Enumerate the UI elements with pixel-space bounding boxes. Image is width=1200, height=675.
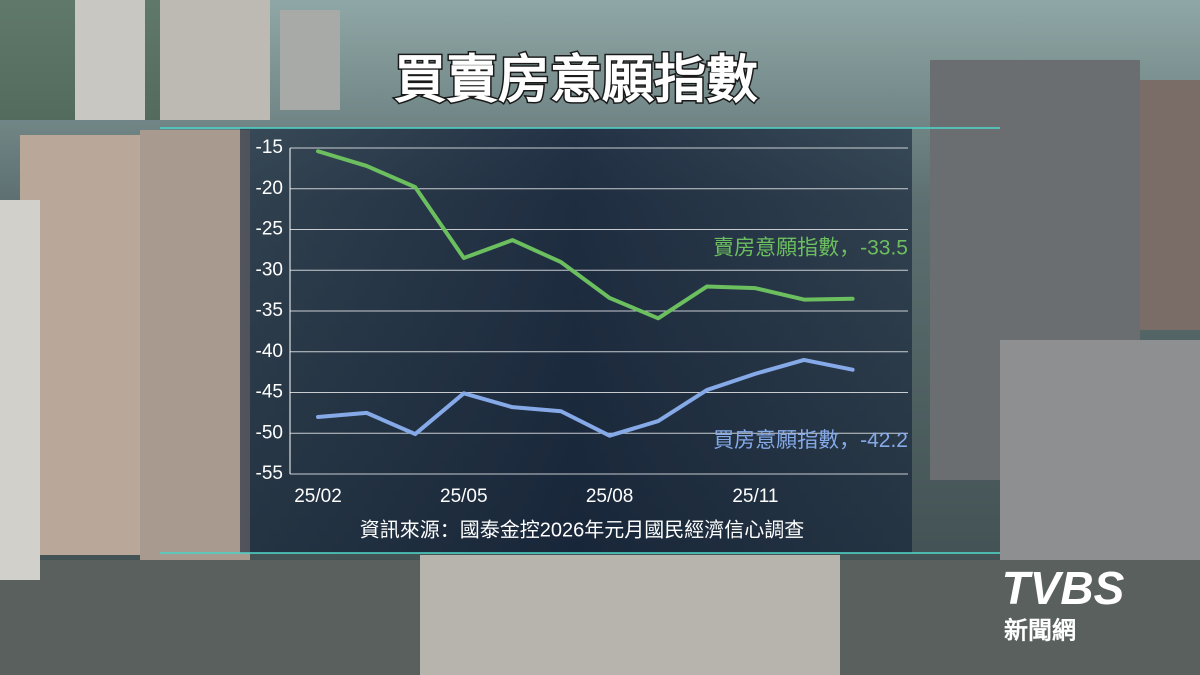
logo-brand: TVBS [1002, 562, 1125, 614]
plot: -15 -20 -25 -30 -35 -40 -45 -50 -55 25/02 25/05 25/… [256, 137, 908, 507]
x-tick-label: 25/11 [732, 486, 778, 507]
annotation: 買房意願指數，-42.2 [713, 429, 908, 452]
y-tick-label: -20 [256, 178, 283, 199]
chart-title: 買賣房意願指數 [394, 52, 758, 110]
x-tick-label: 25/02 [294, 486, 342, 507]
line-series [316, 357, 855, 438]
x-tick-label: 25/08 [586, 486, 634, 507]
logo-sub: 新聞網 [1004, 616, 1076, 644]
y-tick-label: -45 [256, 382, 283, 403]
line-series [316, 149, 855, 321]
y-tick-label: -50 [256, 422, 283, 443]
source: 資訊來源：國泰金控2026年元月國民經濟信心調查 [360, 518, 805, 541]
y-tick-label: -35 [256, 300, 283, 321]
y-tick-label: -15 [256, 137, 283, 158]
x-tick-label: 25/05 [440, 486, 488, 507]
y-tick-label: -40 [256, 341, 283, 362]
y-tick-label: -30 [256, 259, 283, 280]
annotation: 賣房意願指數，-33.5 [713, 236, 908, 259]
y-tick-label: -55 [256, 463, 283, 484]
logo: TVBS 新聞網 [1002, 562, 1125, 644]
y-tick-label: -25 [256, 219, 283, 240]
chart-panel [240, 128, 912, 553]
